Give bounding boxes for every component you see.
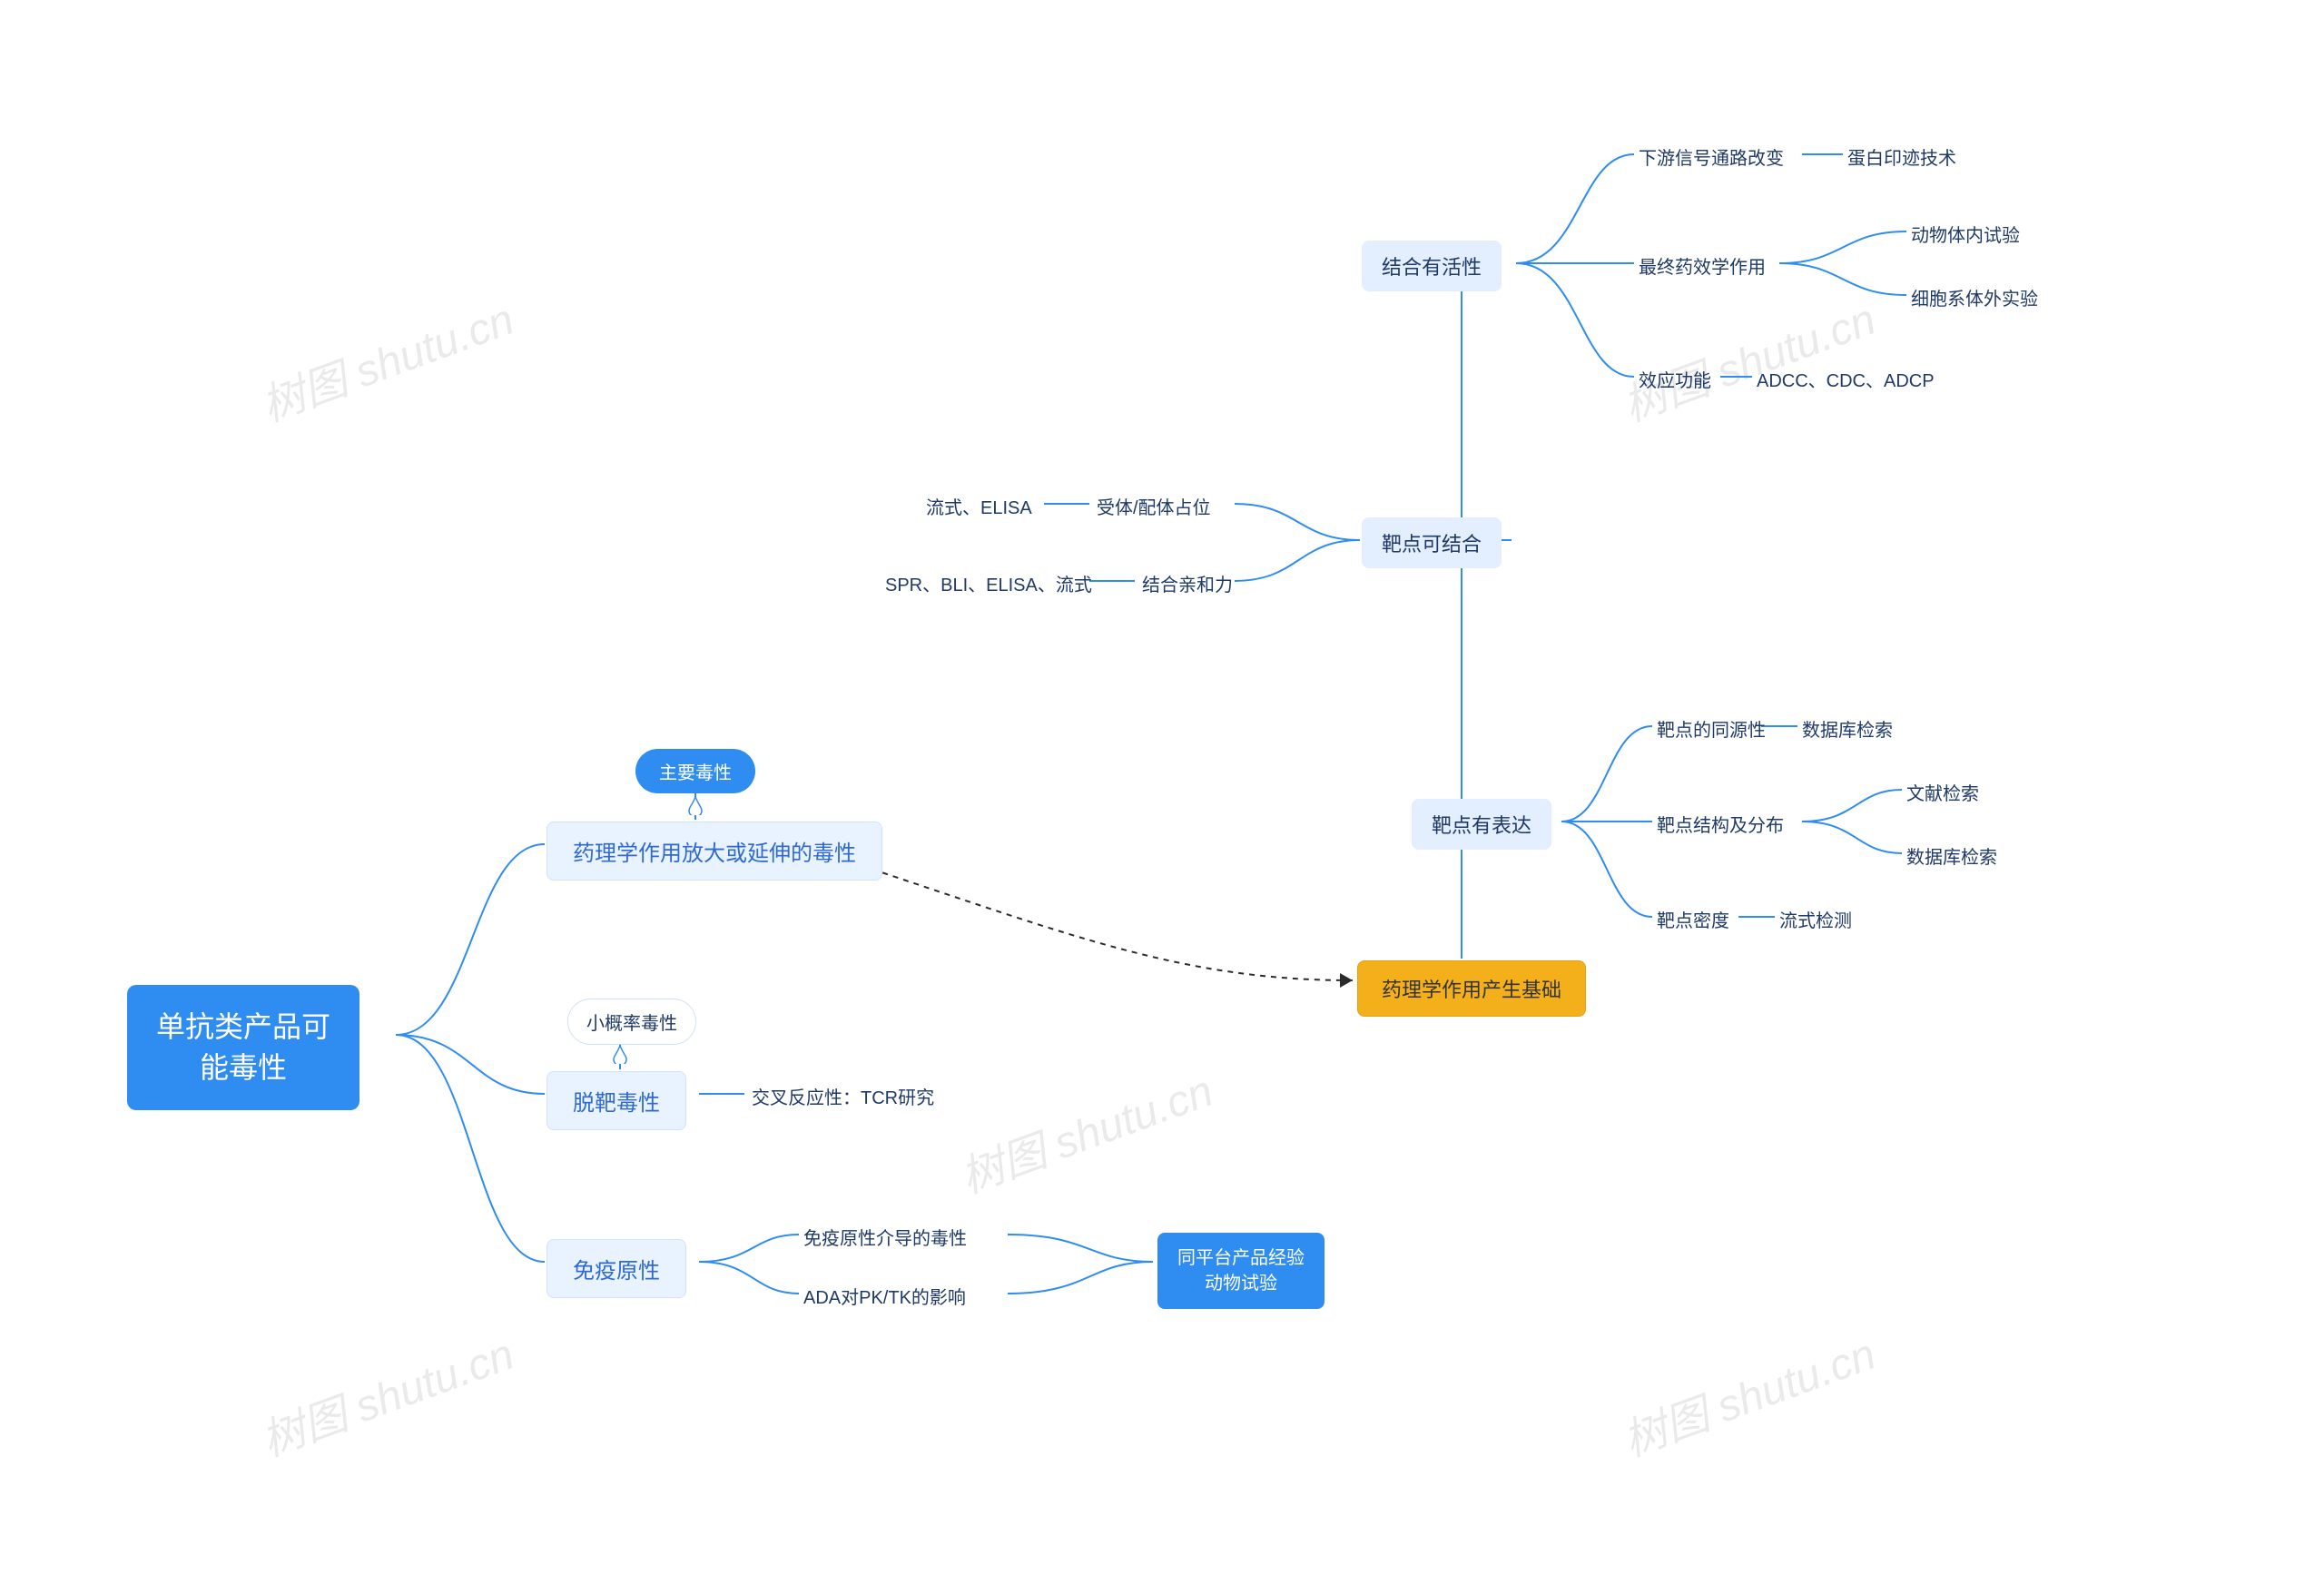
leaf-density-method: 流式检测: [1779, 906, 1852, 932]
pill-rare-toxicity: 小概率毒性: [567, 999, 696, 1045]
leaf-density: 靶点密度: [1657, 906, 1729, 932]
watermark: 树图 shutu.cn: [950, 1055, 1220, 1205]
leaf-immun-mediated: 免疫原性介导的毒性: [803, 1224, 967, 1250]
leaf-affinity: 结合亲和力: [1142, 570, 1233, 596]
leaf-homology-method: 数据库检索: [1802, 715, 1893, 742]
root-node: 单抗类产品可 能毒性: [127, 985, 359, 1110]
leaf-structure-a: 文献检索: [1906, 779, 1979, 805]
leaf-structure-b: 数据库检索: [1906, 842, 1997, 869]
leaf-occupancy: 受体/配体占位: [1097, 493, 1211, 519]
leaf-structure: 靶点结构及分布: [1657, 811, 1784, 837]
sub-activity: 结合有活性: [1362, 241, 1502, 291]
watermark: 树图 shutu.cn: [1613, 283, 1883, 433]
leaf-effector-methods: ADCC、CDC、ADCP: [1757, 366, 1935, 392]
leaf-downstream-method: 蛋白印迹技术: [1847, 143, 1956, 170]
leaf-tcr: 交叉反应性：TCR研究: [752, 1083, 934, 1109]
leaf-occupancy-method: 流式、ELISA: [926, 493, 1032, 519]
leaf-affinity-method: SPR、BLI、ELISA、流式: [885, 570, 1092, 596]
leaf-ada-pk: ADA对PK/TK的影响: [803, 1283, 966, 1309]
droplet-icon: [687, 795, 704, 815]
leaf-downstream: 下游信号通路改变: [1639, 143, 1784, 170]
watermark: 树图 shutu.cn: [251, 283, 521, 433]
branch-off-target-toxicity: 脱靶毒性: [547, 1071, 686, 1130]
branch-immunogenicity: 免疫原性: [547, 1239, 686, 1298]
branch-pharma-amplified-toxicity: 药理学作用放大或延伸的毒性: [547, 822, 882, 881]
link-pharma-basis: 药理学作用产生基础: [1357, 960, 1586, 1017]
watermark: 树图 shutu.cn: [1613, 1318, 1883, 1468]
sub-expression: 靶点有表达: [1412, 799, 1551, 850]
leaf-pd: 最终药效学作用: [1639, 252, 1766, 279]
leaf-pd-animal: 动物体内试验: [1911, 221, 2020, 247]
note-platform-experience: 同平台产品经验 动物试验: [1157, 1233, 1324, 1309]
leaf-effector: 效应功能: [1639, 366, 1711, 392]
leaf-pd-cell: 细胞系体外实验: [1911, 284, 2038, 310]
watermark: 树图 shutu.cn: [251, 1318, 521, 1468]
pill-main-toxicity: 主要毒性: [635, 749, 755, 793]
sub-bindable: 靶点可结合: [1362, 517, 1502, 568]
droplet-icon: [612, 1044, 628, 1064]
leaf-homology: 靶点的同源性: [1657, 715, 1766, 742]
